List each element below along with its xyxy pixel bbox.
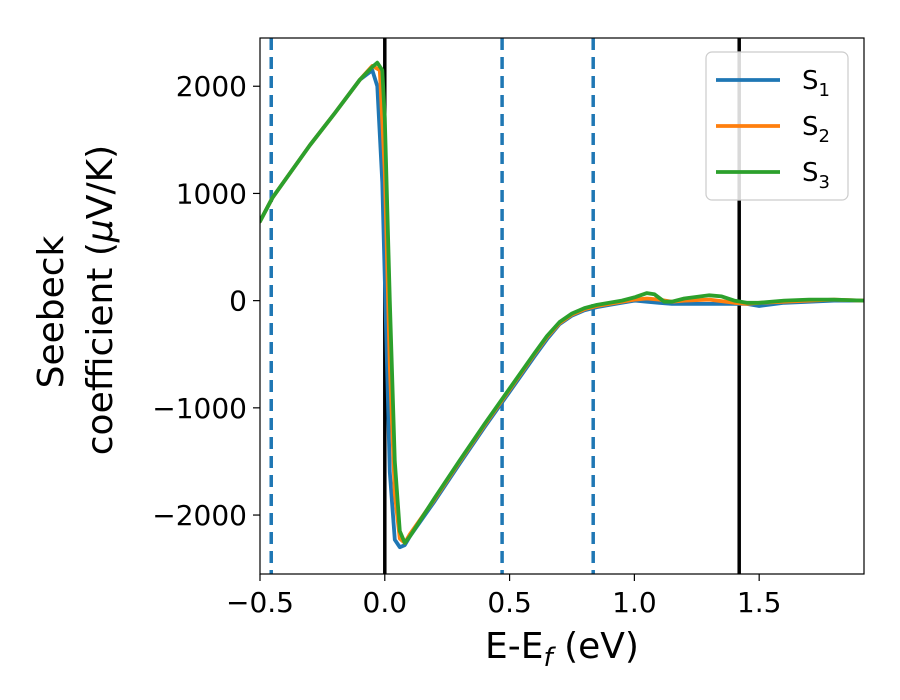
x-tick-label-3: 1.0: [612, 586, 657, 619]
legend: S1 S2 S3: [705, 51, 849, 201]
y-tick-label-0: 2000: [176, 70, 247, 103]
y-axis-label-line2: coefficient (μV/K): [80, 145, 121, 455]
legend-label-s1: S1: [802, 66, 830, 101]
reference-lines: [269, 38, 741, 574]
x-tick-label-4: 1.5: [737, 586, 782, 619]
y-axis-label-line1: Seebeck: [31, 235, 72, 388]
axis-ticks: −0.5 0.0 0.5 1.0 1.5 2000 1000 0 −1000 −2000: [152, 70, 781, 619]
y-tick-label-4: −2000: [152, 499, 247, 532]
plot-frame: [259, 37, 865, 575]
y-tick-label-2: 0: [229, 285, 247, 318]
x-axis-label: E-Ef (eV): [485, 626, 639, 673]
y-axis-label: Seebeck coefficient (μV/K): [31, 145, 121, 455]
x-tick-label-1: 0.0: [363, 586, 408, 619]
x-tick-label-0: −0.5: [226, 586, 294, 619]
y-tick-label-1: 1000: [176, 177, 247, 210]
series-line-s3: [260, 60, 864, 545]
legend-label-s2: S2: [802, 112, 830, 147]
x-tick-label-2: 0.5: [487, 586, 532, 619]
legend-label-s3: S3: [802, 158, 830, 193]
series-lines: [260, 60, 864, 550]
y-tick-label-3: −1000: [152, 392, 247, 425]
